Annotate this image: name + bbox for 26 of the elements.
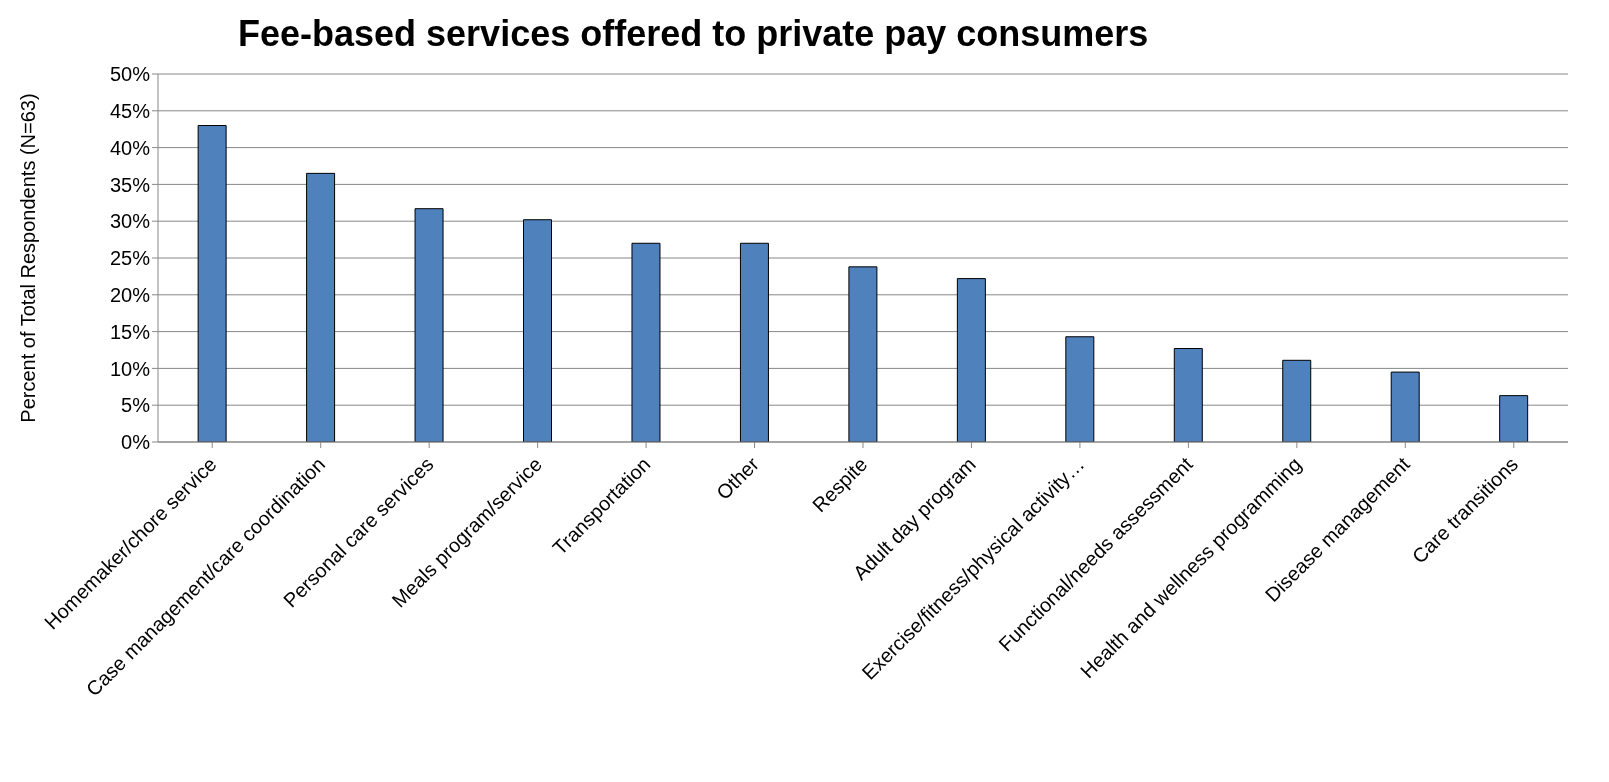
y-tick-label: 35% bbox=[109, 173, 151, 196]
bar bbox=[1390, 371, 1420, 442]
y-tick-label: 0% bbox=[121, 431, 151, 454]
bar bbox=[631, 242, 661, 442]
bar bbox=[956, 278, 986, 442]
bar bbox=[1282, 359, 1312, 442]
y-tick-label: 25% bbox=[109, 247, 151, 270]
bar bbox=[306, 172, 336, 442]
y-axis-title: Percent of Total Respondents (N=63) bbox=[17, 93, 40, 423]
bar bbox=[1499, 395, 1529, 442]
bar bbox=[1065, 336, 1095, 442]
y-tick-label: 50% bbox=[109, 63, 151, 86]
bar bbox=[523, 219, 553, 442]
y-tick-label: 30% bbox=[109, 210, 151, 233]
y-tick-label: 10% bbox=[109, 357, 151, 380]
y-tick-label: 20% bbox=[109, 283, 151, 306]
bar bbox=[414, 208, 444, 442]
y-tick-label: 45% bbox=[109, 99, 151, 122]
bar bbox=[739, 242, 769, 442]
y-tick-label: 5% bbox=[121, 394, 151, 417]
y-tick-label: 40% bbox=[109, 136, 151, 159]
bar bbox=[1173, 348, 1203, 442]
bar bbox=[848, 266, 878, 442]
y-tick-label: 15% bbox=[109, 320, 151, 343]
bar bbox=[197, 125, 227, 442]
chart-title: Fee-based services offered to private pay consumers bbox=[237, 12, 1150, 56]
